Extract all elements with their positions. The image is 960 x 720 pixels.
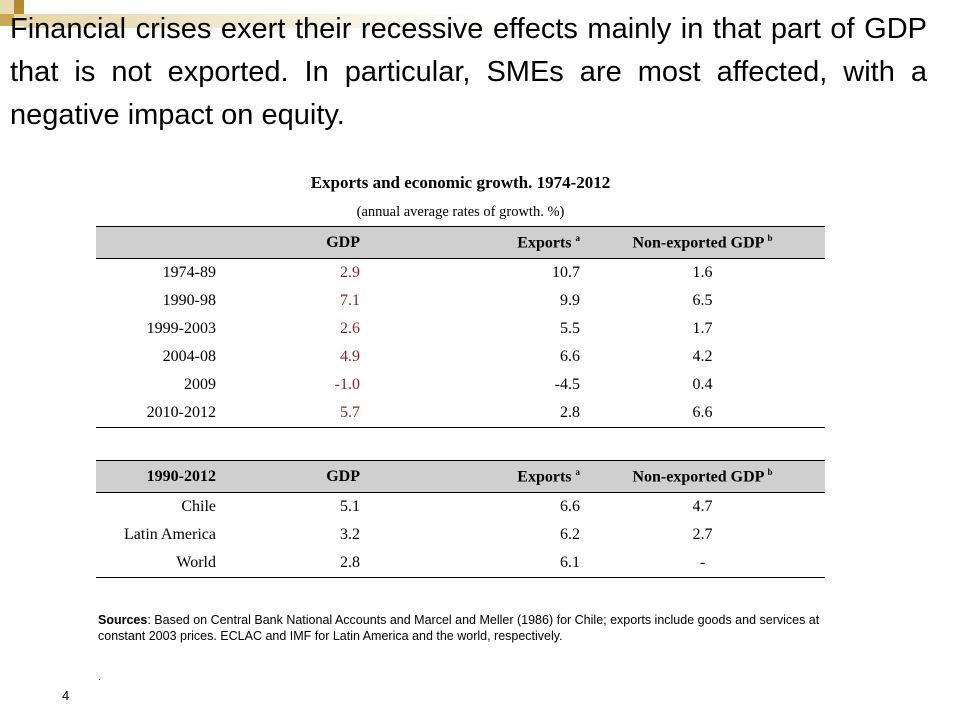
table-cell: 6.1 [360, 549, 580, 578]
table-cell: 2.8 [360, 399, 580, 428]
table-cell: 2009 [184, 376, 216, 393]
column-header-exports: Exports a [360, 226, 580, 259]
table-cell: 2010-2012 [96, 399, 216, 428]
table-cell: 5.1 [340, 498, 360, 515]
sources-note: Sources: Based on Central Bank National … [98, 612, 825, 644]
table-cell: 2.6 [340, 320, 360, 337]
column-header-period: 1990-2012 [96, 460, 216, 493]
table-row: 2004-08 4.9 6.6 4.2 [96, 343, 825, 371]
table-row: 1990-98 7.1 9.9 6.5 [96, 287, 825, 315]
table-cell: 0.4 [692, 376, 713, 393]
table-cell: 1999-2003 [146, 320, 216, 337]
table-cell: 5.5 [560, 320, 580, 337]
table-cell: 4.2 [692, 348, 713, 365]
sources-label: Sources [98, 613, 148, 627]
table-cell: 4.9 [340, 348, 360, 365]
table-row: 1974-89 2.9 10.7 1.6 [96, 259, 825, 288]
table-row: World 2.8 6.1 - [96, 549, 825, 578]
table-cell: 1974-89 [162, 264, 216, 281]
column-header-non-exported-gdp: Non-exported GDP b [580, 460, 825, 493]
table-cell: 2.9 [340, 264, 360, 281]
table-cell: World [96, 549, 216, 578]
table-row: Latin America 3.2 6.2 2.7 [96, 521, 825, 549]
page-number: 4 [62, 688, 70, 703]
table-cell: 6.6 [560, 498, 580, 515]
corner-decoration [0, 0, 14, 14]
column-header [96, 226, 216, 259]
table-cell: -1.0 [334, 376, 360, 393]
growth-by-region-table: 1990-2012 GDP Exports a Non-exported GDP… [96, 460, 825, 578]
title-accent-bar [24, 14, 494, 28]
corner-decoration [14, 14, 24, 26]
column-header-gdp: GDP [216, 460, 360, 493]
table-cell: 1990-98 [162, 292, 216, 309]
table-header-row: GDP Exports a Non-exported GDP b [96, 226, 825, 259]
table-cell: 1.7 [692, 320, 713, 337]
table-cell: 2.8 [216, 549, 360, 578]
corner-decoration [14, 0, 24, 14]
trailing-dot: . [98, 672, 101, 683]
table-cell: 7.1 [340, 292, 360, 309]
table-cell: 6.2 [560, 526, 580, 543]
table-cell: 6.6 [580, 399, 825, 428]
table-cell: 4.7 [692, 498, 713, 515]
table-row: 2010-2012 5.7 2.8 6.6 [96, 399, 825, 428]
table-cell: - [580, 549, 825, 578]
table-cell: 6.5 [692, 292, 713, 309]
table-subtitle: (annual average rates of growth. %) [356, 204, 565, 220]
table-row: 2009 -1.0 -4.5 0.4 [96, 371, 825, 399]
table-cell: -4.5 [554, 376, 580, 393]
corner-decoration [0, 14, 14, 26]
table-cell: Latin America [124, 526, 216, 543]
table-cell: 9.9 [560, 292, 580, 309]
table-cell: 10.7 [552, 264, 580, 281]
growth-by-period-table: GDP Exports a Non-exported GDP b 1974-89… [96, 226, 825, 428]
table-header-row: 1990-2012 GDP Exports a Non-exported GDP… [96, 460, 825, 493]
table-cell: 6.6 [560, 348, 580, 365]
table-cell: Chile [181, 498, 216, 515]
table-title: Exports and economic growth. 1974-2012 [310, 173, 611, 192]
table-row: 1999-2003 2.6 5.5 1.7 [96, 315, 825, 343]
table-cell: 2.7 [692, 526, 713, 543]
column-header-exports: Exports a [360, 460, 580, 493]
slide-heading: Financial crises exert their recessive e… [10, 13, 927, 131]
column-header-gdp: GDP [216, 226, 360, 259]
table-row: Chile 5.1 6.6 4.7 [96, 493, 825, 522]
table-cell: 3.2 [340, 526, 360, 543]
table-cell: 5.7 [216, 399, 360, 428]
sources-text: : Based on Central Bank National Account… [98, 613, 820, 643]
table-cell: 1.6 [692, 264, 713, 281]
column-header-non-exported-gdp: Non-exported GDP b [580, 226, 825, 259]
table-cell: 2004-08 [162, 348, 216, 365]
